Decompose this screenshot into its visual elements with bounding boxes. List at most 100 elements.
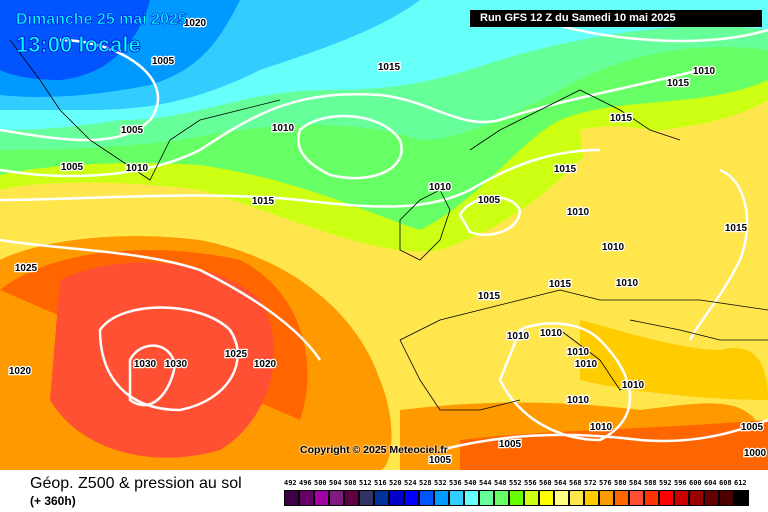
legend-tick: 508 — [344, 479, 357, 487]
legend-tick: 608 — [719, 479, 732, 487]
isobar-label: 1010 — [567, 395, 590, 406]
legend-swatch — [524, 490, 539, 506]
isobar-label: 1010 — [616, 278, 639, 289]
isobar-label: 1005 — [499, 439, 522, 450]
legend-tick: 528 — [419, 479, 432, 487]
isobar-label: 1020 — [184, 18, 207, 29]
legend-swatch — [314, 490, 329, 506]
isobar-label: 1030 — [134, 359, 157, 370]
isobar-label: 1015 — [478, 291, 501, 302]
isobar-label: 1015 — [554, 164, 577, 175]
isobar-label: 1030 — [165, 359, 188, 370]
legend-tick: 540 — [464, 479, 477, 487]
coastlines — [9, 39, 768, 411]
legend-swatch — [584, 490, 599, 506]
legend-swatch — [464, 490, 479, 506]
legend-swatch — [479, 490, 494, 506]
legend-swatch — [359, 490, 374, 506]
isobar-label: 1010 — [622, 380, 645, 391]
legend-tick: 568 — [569, 479, 582, 487]
isobar-label: 1015 — [667, 78, 690, 89]
legend-swatch — [329, 490, 344, 506]
legend-tick: 504 — [329, 479, 342, 487]
legend-swatch — [284, 490, 299, 506]
isobars — [0, 18, 768, 452]
legend-swatch — [734, 490, 749, 506]
copyright: Copyright © 2025 Meteociel.fr — [300, 444, 448, 456]
isobar-label: 1005 — [121, 125, 144, 136]
legend-tick: 572 — [584, 479, 597, 487]
legend-swatch — [389, 490, 404, 506]
isobar-label: 1010 — [272, 123, 295, 134]
forecast-time: 13:00 locale — [16, 32, 142, 57]
legend-swatch — [509, 490, 524, 506]
isobar-label: 1010 — [575, 359, 598, 370]
legend-swatch — [434, 490, 449, 506]
legend-tick: 588 — [644, 479, 657, 487]
legend-swatch — [374, 490, 389, 506]
legend-tick: 584 — [629, 479, 642, 487]
legend-tick: 500 — [314, 479, 327, 487]
legend-tick: 552 — [509, 479, 522, 487]
legend-tick: 516 — [374, 479, 387, 487]
legend-swatch — [539, 490, 554, 506]
legend-tick: 596 — [674, 479, 687, 487]
isobar-label: 1020 — [254, 359, 277, 370]
legend-tick: 496 — [299, 479, 312, 487]
legend-swatch — [644, 490, 659, 506]
isobar-label: 1010 — [540, 328, 563, 339]
isobar-label: 1015 — [378, 62, 401, 73]
isobar-label: 1015 — [252, 196, 275, 207]
legend-swatch — [674, 490, 689, 506]
legend-swatch — [689, 490, 704, 506]
legend-swatch — [719, 490, 734, 506]
legend-swatch — [569, 490, 584, 506]
isobar-label: 1005 — [429, 455, 452, 466]
isobar-label: 1015 — [610, 113, 633, 124]
legend-tick: 564 — [554, 479, 567, 487]
isobar-label: 1005 — [478, 195, 501, 206]
legend-tick: 600 — [689, 479, 702, 487]
forecast-lead: (+ 360h) — [30, 494, 76, 508]
legend-tick: 524 — [404, 479, 417, 487]
isobar-label: 1010 — [567, 207, 590, 218]
isobar-label: 1005 — [61, 162, 84, 173]
legend-swatch — [404, 490, 419, 506]
isobar-label: 1010 — [429, 182, 452, 193]
legend-tick: 512 — [359, 479, 372, 487]
legend-swatch — [449, 490, 464, 506]
legend-swatch — [299, 490, 314, 506]
legend-swatch — [599, 490, 614, 506]
isobar-label: 1010 — [567, 347, 590, 358]
isobar-label: 1020 — [9, 366, 32, 377]
legend-tick: 560 — [539, 479, 552, 487]
legend-tick: 612 — [734, 479, 747, 487]
legend-swatch — [659, 490, 674, 506]
footer: Géop. Z500 & pression au sol (+ 360h) 49… — [0, 470, 768, 512]
isobar-label: 1015 — [549, 279, 572, 290]
legend-tick: 556 — [524, 479, 537, 487]
legend-tick: 520 — [389, 479, 402, 487]
isobar-label: 1010 — [693, 66, 716, 77]
legend-tick: 604 — [704, 479, 717, 487]
legend-tick: 548 — [494, 479, 507, 487]
isobar-label: 1025 — [225, 349, 248, 360]
isobar-label: 1010 — [507, 331, 530, 342]
legend-tick: 544 — [479, 479, 492, 487]
isobar-label: 1010 — [602, 242, 625, 253]
legend-tick: 580 — [614, 479, 627, 487]
forecast-date: Dimanche 25 mai 2025 — [16, 11, 187, 29]
legend-tick: 492 — [284, 479, 297, 487]
legend-swatch — [554, 490, 569, 506]
isobar-label: 1000 — [744, 448, 767, 459]
isobar-label: 1015 — [725, 223, 748, 234]
legend-swatch — [344, 490, 359, 506]
isobar-label: 1005 — [741, 422, 764, 433]
legend-swatch — [704, 490, 719, 506]
model-run-banner: Run GFS 12 Z du Samedi 10 mai 2025 — [470, 10, 762, 27]
isobar-label: 1005 — [152, 56, 175, 67]
legend-tick: 592 — [659, 479, 672, 487]
isobar-label: 1025 — [15, 263, 38, 274]
legend-swatch — [629, 490, 644, 506]
